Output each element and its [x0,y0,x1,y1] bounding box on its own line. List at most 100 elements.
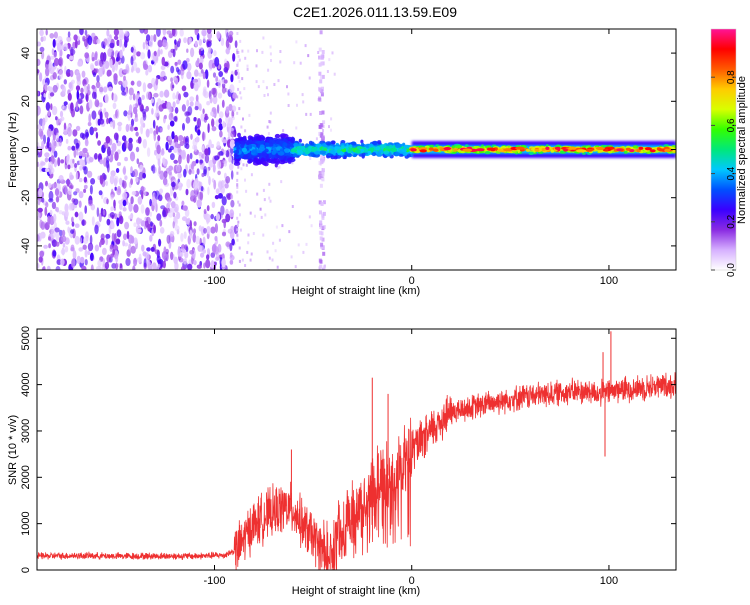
noise-cell [194,40,198,47]
noise-cell [223,62,228,69]
band-cell [361,152,366,157]
noise-cell [210,226,216,234]
noise-cell [186,48,189,53]
noise-cell [122,180,127,189]
noise-cell [168,112,174,121]
noise-cell [111,222,115,229]
noise-cell [204,69,209,80]
noise-cell [116,229,122,238]
noise-cell [150,98,154,104]
noise-cell [162,39,168,47]
noise-cell [149,127,154,134]
band-cell [484,151,491,155]
noise-cell [149,198,153,207]
noise-cell [116,162,122,166]
faint-cell [257,85,260,89]
noise-cell [60,159,65,164]
band-cell [279,159,286,165]
noise-cell [153,92,159,98]
snr-plot: -100 0 100 0 1000 2000 3000 4000 5000 Height of… [7,326,677,597]
noise-cell [170,181,176,188]
noise-cell [61,229,66,237]
noise-cell [172,76,177,81]
noise-cell [197,129,201,136]
noise-cell [51,144,56,154]
noise-cell [124,39,128,48]
faint-cell [276,166,279,170]
noise-cell [37,262,40,269]
noise-cell [174,39,177,45]
noise-cell [68,55,74,61]
faint-cell [255,64,258,68]
noise-cell [142,172,147,179]
noise-cell [37,199,41,206]
noise-cell [153,131,157,142]
noise-cell [100,52,105,62]
noise-cell [186,178,191,189]
noise-cell [64,65,67,75]
noise-cell [184,142,187,149]
artifact-cell [322,225,326,230]
artifact-cell [318,97,322,102]
x-tick-label: -100 [203,575,225,587]
noise-cell [44,157,49,163]
faint-cell [268,196,271,200]
faint-cell [274,249,277,253]
noise-cell [110,206,114,212]
noise-cell [180,232,184,242]
noise-cell [93,127,98,132]
noise-cell [58,210,63,215]
band-cell [405,148,410,152]
noise-cell [218,71,224,77]
noise-cell [83,188,87,193]
y-tick-label: 0 [20,567,32,573]
noise-cell [159,188,164,194]
noise-cell [73,198,79,206]
noise-cell [223,79,228,84]
noise-cell [137,136,142,144]
noise-cell [225,106,230,114]
noise-cell [59,49,63,57]
faint-cell [268,182,271,186]
noise-cell [55,232,60,241]
noise-cell [61,85,66,95]
noise-cell [55,116,58,121]
noise-cell [163,114,167,120]
faint-cell [277,79,280,83]
noise-cell [170,251,174,261]
faint-cell [238,203,241,207]
faint-cell [291,205,294,208]
noise-cell [160,65,166,71]
faint-cell [241,49,244,53]
noise-cell [196,168,200,175]
noise-cell [204,148,209,156]
spectrogram-y-ticks: -40 -20 0 20 40 [20,47,676,254]
colorbar-gradient [711,29,736,270]
band-cell [390,148,398,152]
noise-cell [122,199,127,207]
band-cell [284,148,289,153]
faint-cell [260,215,263,219]
noise-cell [112,102,117,110]
band-cell [296,146,302,151]
noise-cell [59,229,63,237]
noise-cell [122,192,128,200]
noise-cell [54,188,60,197]
noise-cell [125,258,131,266]
noise-cell [84,52,90,59]
noise-cell [99,85,104,95]
noise-cell [73,191,78,196]
band-cell [623,150,628,154]
noise-cell [181,248,186,254]
noise-cell [64,203,69,213]
snr-x-ticks: -100 0 100 [203,329,618,587]
noise-cell [134,126,138,131]
noise-cell [133,106,138,115]
noise-cell [146,147,151,158]
noise-cell [82,166,87,171]
noise-cell [115,168,120,173]
faint-cell [241,77,244,81]
noise-cell [193,228,196,235]
noise-cell [194,69,199,77]
noise-cell [172,212,176,218]
